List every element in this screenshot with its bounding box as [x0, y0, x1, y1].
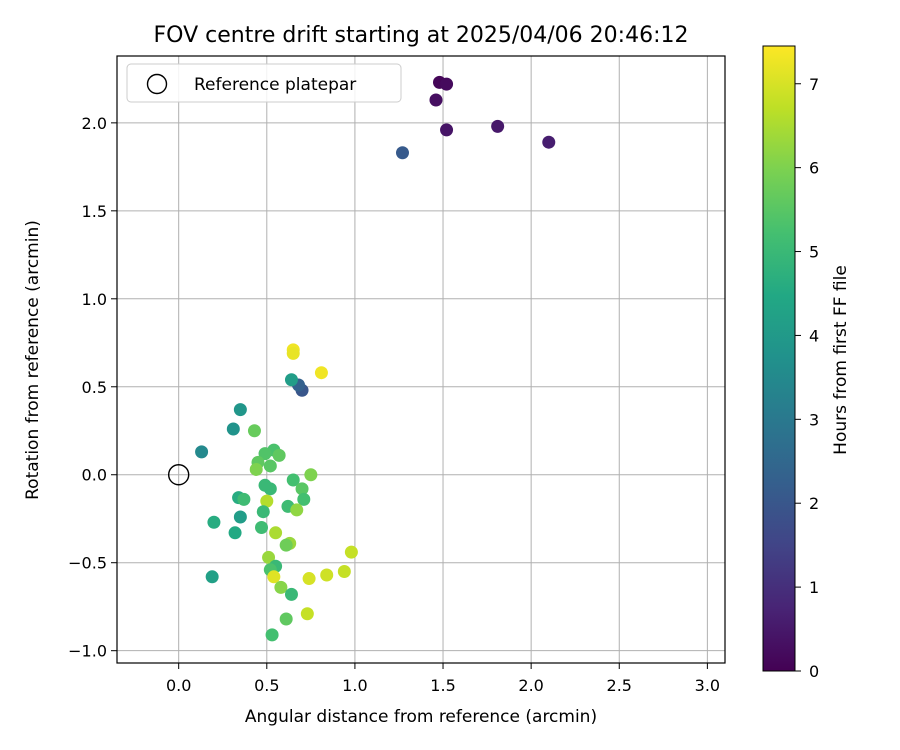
scatter-point	[304, 468, 318, 482]
colorbar-tick-label: 2	[809, 494, 819, 513]
scatter-point	[228, 526, 242, 540]
scatter-point	[233, 403, 247, 417]
y-tick-label: −1.0	[68, 642, 107, 661]
scatter-point	[247, 424, 261, 438]
scatter-point	[440, 123, 454, 137]
scatter-point	[272, 448, 286, 462]
scatter-point	[284, 373, 298, 387]
scatter-point	[195, 445, 209, 459]
scatter-points	[195, 75, 556, 642]
colorbar-tick-label: 1	[809, 578, 819, 597]
x-tick-label: 2.5	[607, 676, 632, 695]
scatter-point	[302, 572, 316, 586]
y-tick-label: 0.5	[82, 378, 107, 397]
scatter-point	[284, 587, 298, 601]
scatter-point	[269, 526, 283, 540]
scatter-point	[344, 545, 358, 559]
scatter-point	[262, 550, 276, 564]
colorbar-label: Hours from first FF file	[831, 265, 851, 455]
chart-title: FOV centre drift starting at 2025/04/06 …	[154, 23, 689, 48]
x-tick-label: 3.0	[695, 676, 720, 695]
scatter-point	[286, 473, 300, 487]
colorbar-tick-label: 4	[809, 326, 819, 345]
x-axis-ticks: 0.0 0.5 1.0 1.5 2.0 2.5 3.0	[166, 663, 720, 695]
scatter-point	[207, 515, 221, 529]
scatter-point	[300, 607, 314, 621]
scatter-point	[233, 510, 247, 524]
scatter-point	[440, 77, 454, 91]
y-tick-label: 2.0	[82, 114, 107, 133]
scatter-point	[256, 505, 270, 519]
scatter-point	[286, 346, 300, 360]
scatter-point	[274, 580, 288, 594]
scatter-point	[267, 570, 281, 584]
legend: Reference platepar	[126, 63, 402, 103]
scatter-point	[320, 568, 334, 582]
scatter-point	[226, 422, 240, 436]
scatter-point	[205, 570, 219, 584]
scatter-point	[260, 494, 274, 508]
y-tick-label: −0.5	[68, 554, 107, 573]
colorbar: 0 1 2 3 4 5 6 7 Hours from first FF file	[762, 45, 851, 681]
reference-platepar-marker	[167, 464, 190, 486]
y-tick-label: 1.5	[82, 202, 107, 221]
scatter-point	[395, 146, 409, 160]
scatter-point	[279, 612, 293, 626]
scatter-point	[258, 447, 272, 461]
colorbar-tick-label: 5	[809, 243, 819, 262]
scatter-point	[255, 521, 269, 535]
scatter-point	[314, 366, 328, 380]
scatter-point	[542, 135, 556, 149]
scatter-point	[249, 462, 263, 476]
colorbar-tick-label: 3	[809, 410, 819, 429]
x-tick-label: 0.0	[166, 676, 191, 695]
y-tick-label: 1.0	[82, 290, 107, 309]
reference-marker-layer	[167, 464, 190, 486]
scatter-point	[237, 492, 251, 506]
scatter-point	[337, 565, 351, 579]
y-axis-ticks: −1.0 −0.5 0.0 0.5 1.0 1.5 2.0	[68, 114, 117, 661]
x-tick-label: 1.5	[430, 676, 455, 695]
scatter-point	[265, 628, 279, 642]
legend-marker-reference	[146, 73, 168, 95]
plot-area-frame	[116, 55, 726, 664]
colorbar-tick-label: 7	[809, 75, 819, 94]
colorbar-tick-label: 0	[809, 662, 819, 681]
legend-label-reference: Reference platepar	[194, 75, 356, 95]
scatter-point	[279, 538, 293, 552]
x-tick-label: 0.5	[254, 676, 279, 695]
scatter-point	[491, 119, 505, 133]
scatter-point	[297, 492, 311, 506]
y-axis-label: Rotation from reference (arcmin)	[23, 220, 43, 500]
x-tick-label: 1.0	[342, 676, 367, 695]
colorbar-tick-label: 6	[809, 159, 819, 178]
scatter-point	[263, 459, 277, 473]
x-axis-label: Angular distance from reference (arcmin)	[245, 707, 597, 727]
y-tick-label: 0.0	[82, 466, 107, 485]
colorbar-gradient	[762, 45, 796, 672]
x-tick-label: 2.0	[518, 676, 543, 695]
scatter-point	[263, 482, 277, 496]
scatter-point	[295, 482, 309, 496]
colorbar-ticks: 0 1 2 3 4 5 6 7	[795, 75, 819, 681]
scatter-point	[429, 93, 443, 107]
grid	[117, 56, 725, 663]
scatter-point	[290, 503, 304, 517]
legend-box	[126, 63, 402, 103]
